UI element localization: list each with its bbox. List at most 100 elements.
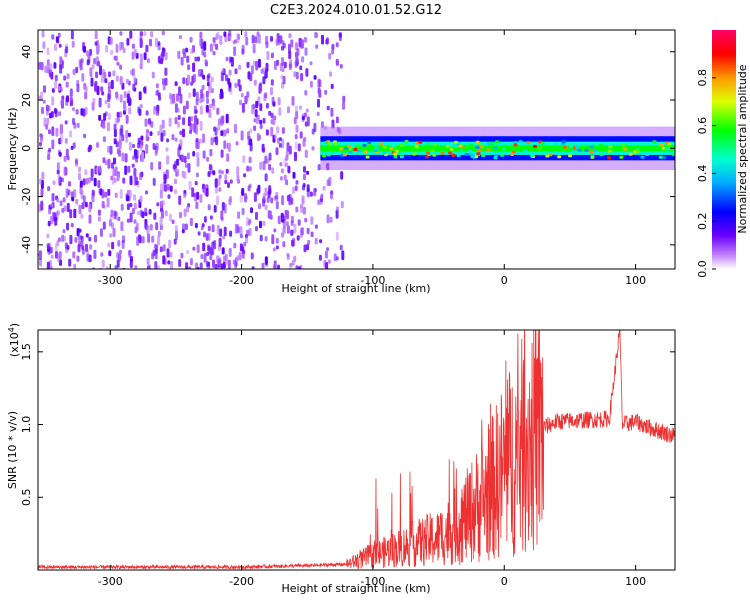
spectrogram-cell	[244, 193, 247, 203]
spectrogram-cell	[203, 231, 206, 238]
spectrogram-cell	[281, 232, 284, 238]
spectrogram-cell	[281, 45, 284, 51]
spectrogram-cell	[251, 104, 255, 115]
spectrogram-cell	[124, 153, 128, 163]
spectrogram-cell	[320, 197, 323, 203]
spectrogram-cell	[192, 151, 196, 157]
spectrogram-cell	[179, 35, 182, 40]
spectrogram-cell	[147, 233, 151, 243]
spectrogram-cell	[65, 81, 69, 88]
spectrogram-cell	[115, 92, 119, 101]
spectrogram-cell	[123, 105, 127, 112]
spectrogram-cell	[310, 231, 314, 238]
spectrogram-cell	[90, 77, 94, 87]
spectrogram-cell	[261, 198, 265, 207]
spectrogram-cell	[220, 88, 223, 94]
spectrogram-cell	[206, 156, 210, 162]
spectrogram-cell	[128, 107, 132, 115]
spectrogram-cell	[211, 224, 215, 233]
spectrogram-cell	[224, 36, 228, 43]
spectrogram-cell	[179, 130, 183, 136]
spectrogram-cell	[301, 56, 305, 63]
spectrogram-cell	[59, 124, 63, 134]
spectrogram-cell	[174, 178, 177, 185]
spectrogram-cell	[148, 208, 152, 215]
signal-cell	[493, 156, 498, 160]
spectrogram-cell	[100, 252, 104, 257]
spectrogram-cell	[265, 102, 269, 109]
signal-cell	[382, 151, 387, 155]
spectrogram-cell	[195, 201, 199, 209]
signal-cell	[393, 152, 398, 156]
spectrogram-cell	[49, 63, 53, 73]
spectrogram-cell	[88, 177, 91, 184]
spectrogram-cell	[151, 71, 155, 79]
spectrogram-cell	[228, 69, 232, 76]
spectrogram-cell	[307, 239, 311, 245]
spectrogram-cell	[139, 209, 143, 217]
snr-x-ticks: -300 -200 -100 0 100	[98, 330, 646, 588]
signal-cell	[530, 154, 535, 158]
spectrogram-cell	[251, 34, 255, 44]
spectrogram-cell	[93, 57, 97, 65]
x-tick-label: -100	[360, 575, 385, 588]
spectrogram-cell	[56, 169, 60, 175]
spectrogram-cell	[284, 162, 288, 168]
spectrogram-cell	[125, 129, 129, 139]
spectrogram-cell	[159, 124, 163, 133]
y-tick-label: -20	[20, 188, 33, 206]
spectrogram-cell	[216, 195, 220, 206]
spectrogram-cell	[140, 135, 144, 141]
spectrogram-cell	[168, 239, 172, 249]
spectrogram-cell	[141, 236, 145, 244]
spectrogram-cell	[149, 38, 152, 47]
spectrogram-cell	[331, 119, 335, 129]
spectrogram-cell	[119, 94, 123, 103]
spectrogram-cell	[189, 258, 193, 266]
spectrogram-cell	[193, 122, 197, 133]
signal-cell	[560, 142, 565, 146]
spectrogram-cell	[282, 227, 286, 233]
signal-cell	[440, 151, 445, 155]
spectrogram-cell	[120, 203, 124, 211]
spectrogram-cell	[139, 104, 143, 109]
spectrogram-cell	[240, 130, 244, 141]
spectrogram-cell	[246, 229, 250, 236]
spectrogram-cell	[240, 92, 244, 98]
signal-cell	[480, 145, 484, 149]
spectrogram-cell	[78, 172, 81, 181]
spectrogram-cell	[262, 160, 266, 171]
signal-cell	[341, 150, 346, 154]
spectrogram-cell	[146, 58, 150, 63]
spectrogram-cell	[257, 58, 261, 68]
spectrogram-cell	[336, 206, 339, 211]
spectrogram-cell	[39, 141, 42, 147]
spectrogram-cell	[258, 203, 261, 210]
spectrogram-cell	[184, 223, 188, 231]
spectrogram-cell	[203, 41, 207, 51]
spectrogram-cell	[125, 114, 129, 124]
spectrogram-cell	[64, 120, 68, 125]
spectrogram-cell	[306, 227, 310, 235]
spectrogram-cell	[186, 205, 190, 213]
spectrogram-cell	[209, 255, 213, 260]
spectrogram-cell	[75, 66, 79, 74]
signal-cell	[619, 155, 624, 159]
spectrogram-cell	[281, 61, 285, 66]
spectrogram-cell	[283, 61, 287, 69]
spectrogram-cell	[180, 154, 184, 163]
spectrogram-cell	[194, 115, 198, 124]
spectrogram-cell	[225, 113, 229, 124]
spectrogram-cell	[224, 179, 228, 185]
spectrogram-cell	[75, 109, 79, 115]
spectrogram-cell	[245, 95, 249, 103]
spectrogram-cell	[216, 107, 220, 115]
spectrogram-cell	[208, 163, 212, 171]
signal-cell	[470, 155, 475, 159]
spectrogram-cell	[222, 235, 226, 240]
spectrogram-cell	[157, 42, 161, 51]
spectrogram-cell	[295, 71, 299, 80]
spectrogram-cell	[94, 30, 98, 40]
spectrogram-cell	[114, 192, 118, 198]
spectrogram-cell	[288, 43, 291, 54]
